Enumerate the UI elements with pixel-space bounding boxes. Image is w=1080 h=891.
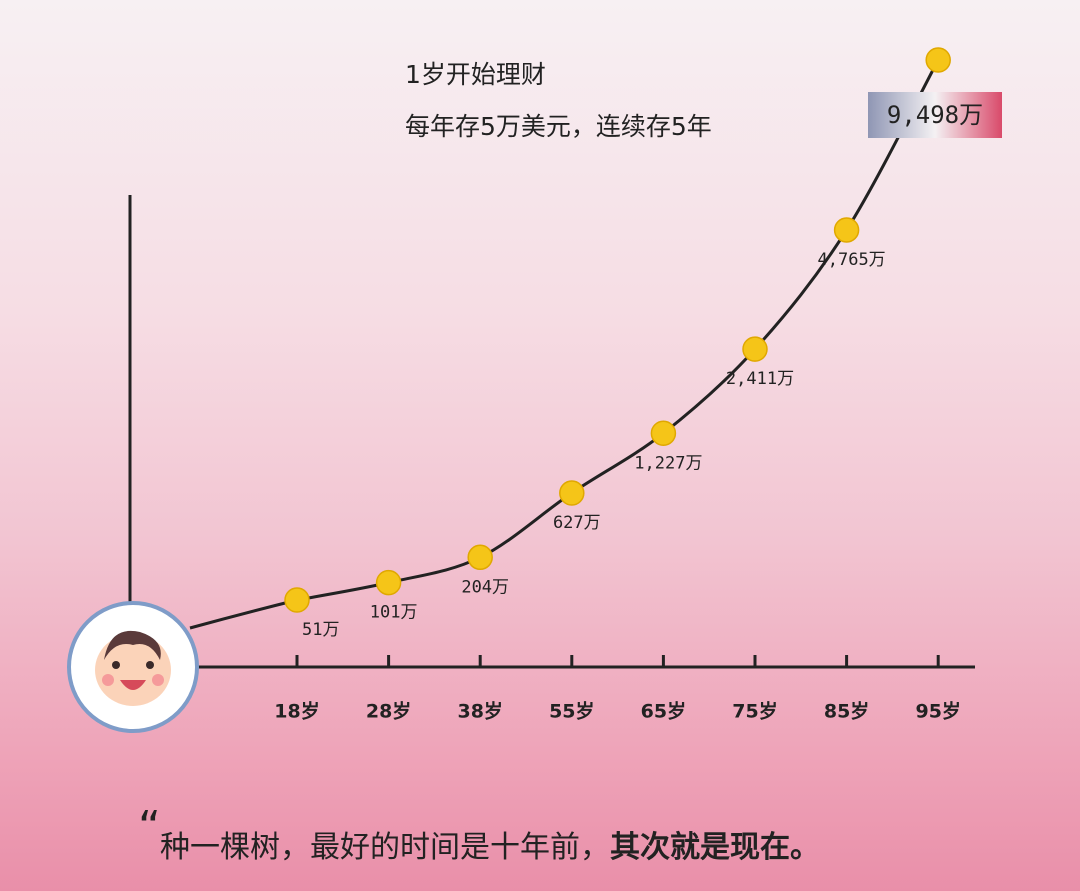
marks: 18岁 28岁 38岁 55岁 65岁 75岁 85岁 95岁 51万 101万 204万 627万 1…: [189, 47, 1002, 723]
point: [467, 544, 493, 571]
quote-text: 种一棵树，最好的时间是十年前，: [160, 830, 610, 865]
point: [833, 217, 860, 243]
value-label: 9,498万: [887, 101, 983, 129]
value-label: 627万: [553, 513, 601, 533]
x-tick-label: 95岁: [915, 700, 960, 723]
quote-mark: “: [138, 802, 161, 853]
value-label: 4,765万: [818, 250, 886, 270]
x-tick-label: 28岁: [366, 700, 411, 723]
baby-icon: [67, 601, 199, 733]
x-tick-label: 75岁: [732, 700, 777, 723]
quote: 种一棵树，最好的时间是十年前，其次就是现在。: [160, 830, 820, 865]
x-tick-label: 85岁: [824, 700, 869, 723]
point: [925, 47, 951, 73]
quote-emphasis: 其次就是现在。: [610, 830, 820, 865]
chart-title: 1岁开始理财: [405, 60, 546, 89]
chart-subtitle: 每年存5万美元，连续存5年: [405, 112, 712, 141]
value-label: 101万: [370, 603, 418, 623]
value-label: 51万: [302, 620, 339, 640]
value-label: 204万: [461, 577, 509, 597]
line: [296, 59, 940, 602]
x-tick-label: 65岁: [641, 700, 686, 723]
point: [559, 480, 585, 506]
point: [284, 587, 310, 613]
point: [650, 420, 677, 447]
x-tick-label: 18岁: [274, 700, 319, 723]
x-tick-label: 55岁: [549, 700, 594, 723]
x-tick-label: 38岁: [457, 700, 502, 723]
point: [375, 569, 402, 596]
value-label: 2,411万: [726, 369, 794, 389]
connector: [189, 598, 298, 630]
value-label: 1,227万: [634, 453, 702, 473]
point: [742, 336, 768, 362]
value-label-box: [868, 92, 1002, 138]
